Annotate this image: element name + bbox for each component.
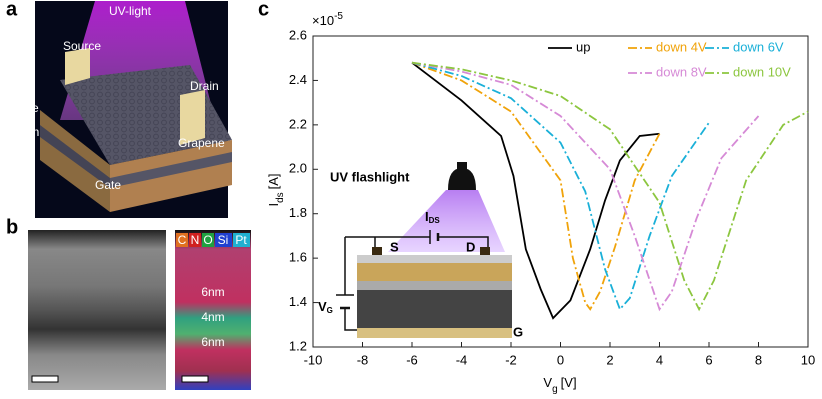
- y-multiplier: ×10-5: [312, 11, 343, 29]
- x-axis-label: Vg [V]: [543, 375, 576, 394]
- inset-label: IDS: [425, 209, 440, 225]
- y-tick-label: 2.0: [289, 161, 307, 176]
- inset-label: G: [513, 324, 523, 339]
- x-tick-label: -6: [406, 352, 418, 367]
- y-tick-label: 1.6: [289, 250, 307, 265]
- legend-label: down 10V: [733, 64, 791, 79]
- lamp: [448, 168, 476, 190]
- side-right: [110, 140, 232, 212]
- layer: [357, 290, 512, 328]
- label: Grapene: [178, 136, 225, 150]
- x-tick-label: 8: [755, 352, 762, 367]
- panel-letter: c: [258, 0, 269, 20]
- y-tick-label: 2.4: [289, 72, 307, 87]
- element: N: [191, 233, 200, 247]
- y-tick-label: 2.2: [289, 116, 307, 131]
- y-tick-label: 1.2: [289, 338, 307, 353]
- inset: UV flashlight IDS S D VG G: [318, 162, 523, 339]
- legend-label: down 6V: [733, 39, 784, 54]
- x-label-unit: [V]: [561, 375, 577, 390]
- x-label-symbol: V: [543, 375, 552, 390]
- layer-band: [110, 152, 232, 188]
- label: Gate: [95, 178, 121, 192]
- element: Pt: [235, 233, 247, 247]
- drain-pad: [180, 90, 205, 145]
- tag: [202, 233, 214, 247]
- y-multiplier-base: ×10: [312, 13, 334, 28]
- element-tags: C N O Si Pt: [176, 233, 250, 247]
- x-tick-label: 10: [801, 352, 815, 367]
- y-label-symbol: I: [266, 203, 281, 207]
- panel-letter: a: [6, 0, 18, 20]
- series-line: [411, 61, 760, 312]
- inset-label: D: [466, 239, 475, 254]
- label: Source: [63, 39, 101, 53]
- inset-label: UV flashlight: [330, 169, 410, 184]
- x-tick-label: -10: [304, 352, 323, 367]
- label: Nitride: [4, 101, 39, 115]
- pad: [480, 247, 490, 255]
- wires: [344, 236, 489, 331]
- tag: [215, 233, 232, 247]
- x-tick-label: 4: [656, 352, 663, 367]
- tem-image: [28, 230, 166, 390]
- element: O: [203, 233, 212, 247]
- source-pad: [65, 48, 90, 85]
- tag: [233, 233, 250, 247]
- legend-label: up: [576, 39, 590, 54]
- label: UV-light: [109, 4, 152, 18]
- x-label-sub: g: [552, 384, 558, 395]
- inset-label: S: [390, 239, 399, 254]
- layer: [357, 328, 512, 338]
- panel-letter: b: [6, 216, 18, 238]
- layer-band: [40, 125, 110, 188]
- label: Drain: [190, 79, 219, 93]
- vg-symbol: V: [318, 299, 327, 314]
- pad: [372, 247, 382, 255]
- current-symbol: I: [425, 209, 429, 224]
- layer: [357, 263, 512, 281]
- legend-label: down 4V: [656, 39, 707, 54]
- scale-bar: [181, 375, 209, 383]
- vg-sub: G: [327, 306, 333, 315]
- x-tick-label: 2: [606, 352, 613, 367]
- x-tick-label: 0: [557, 352, 564, 367]
- y-axis-label: Ids [A]: [266, 173, 285, 206]
- scale-bar: [31, 375, 59, 383]
- element: C: [178, 233, 187, 247]
- element: Si: [218, 233, 229, 247]
- x-tick-label: 6: [705, 352, 712, 367]
- label: Oxide: [4, 113, 36, 127]
- legend-label: down 8V: [656, 64, 707, 79]
- series-line: [411, 61, 660, 320]
- series-line: [411, 61, 809, 312]
- lamp-cap: [457, 162, 467, 169]
- series-line: [411, 61, 710, 311]
- thickness: 4nm: [201, 310, 224, 324]
- tag: [189, 233, 201, 247]
- layer: [357, 255, 512, 263]
- layer: [357, 281, 512, 290]
- x-tick-label: -8: [357, 352, 369, 367]
- x-tick-label: -4: [456, 352, 468, 367]
- x-tick-label: -2: [505, 352, 517, 367]
- tag: [176, 233, 188, 247]
- thickness: 6nm: [201, 335, 224, 349]
- current-sub: DS: [429, 216, 441, 225]
- y-label-unit: [A]: [266, 173, 281, 189]
- plot: -10 -8 -6 -4 -2 0 2 4 6 8 10 1.2 1.4 1.6 1.8 2.0 2.2 2.4 2…: [289, 27, 815, 367]
- thickness: 6nm: [201, 285, 224, 299]
- y-tick-label: 1.4: [289, 294, 307, 309]
- eds-map: [175, 230, 251, 390]
- y-tick-label: 1.8: [289, 205, 307, 220]
- y-label-sub: ds: [275, 192, 286, 203]
- y-tick-label: 2.6: [289, 27, 307, 42]
- label: Silicon: [4, 125, 39, 139]
- y-multiplier-exp: -5: [334, 11, 343, 22]
- series-line: [411, 61, 661, 311]
- inset-label: VG: [318, 299, 333, 315]
- label: Oxide: [4, 89, 36, 103]
